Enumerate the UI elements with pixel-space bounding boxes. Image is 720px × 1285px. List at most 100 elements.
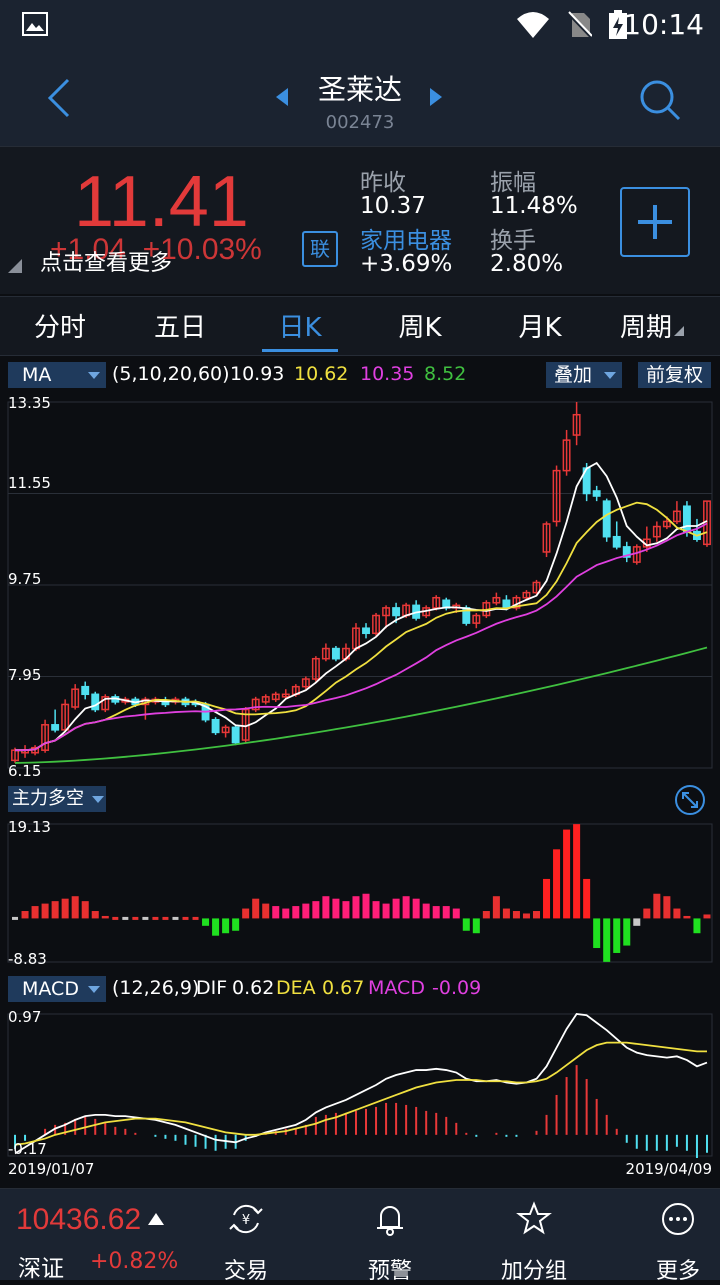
tab-period[interactable]: 周期 — [592, 307, 712, 344]
capital-bar — [543, 878, 551, 919]
candle-body — [362, 627, 370, 635]
capital-bar — [162, 916, 169, 920]
capital-bar — [242, 908, 250, 919]
capital-bar — [282, 908, 290, 919]
quote-panel[interactable]: 11.41 +1.04 +10.03% 点击查看更多 联 昨收 10.37 家用… — [0, 146, 720, 294]
ma10-value: 10.62 — [294, 363, 349, 385]
prev-close-label: 昨收 — [360, 170, 406, 196]
candle-body — [281, 693, 290, 698]
ma10-line — [15, 501, 708, 752]
candle-body — [231, 726, 240, 744]
capital-bar — [71, 896, 79, 919]
more-icon — [662, 1203, 694, 1235]
prev-stock-arrow[interactable] — [276, 88, 288, 106]
macd-select[interactable]: MACD — [8, 976, 106, 1002]
capital-bar — [623, 918, 631, 946]
capital-bar — [322, 896, 330, 919]
nav-add-group[interactable]: 加分组 — [484, 1201, 584, 1285]
last-price: 11.41 — [74, 162, 249, 242]
nav-trade[interactable]: ¥ 交易 — [196, 1201, 296, 1285]
plus-icon — [638, 205, 672, 239]
tab-monthly-k[interactable]: 月K — [518, 313, 562, 343]
capital-bar — [21, 911, 29, 919]
capital-flow-chart — [7, 823, 713, 963]
expand-icon[interactable] — [674, 784, 706, 816]
ma20-line — [15, 522, 708, 752]
capital-bar — [593, 918, 601, 949]
capital-bar — [292, 906, 300, 919]
capital-bar — [262, 903, 270, 919]
capital-bar — [132, 916, 139, 920]
adjust-button[interactable]: 前复权 — [638, 362, 712, 388]
capital-y-bottom: -8.83 — [8, 950, 47, 968]
capital-bar — [51, 901, 59, 919]
index-value[interactable]: 10436.62 — [16, 1203, 142, 1236]
ma60-line — [15, 646, 708, 764]
candle-body — [41, 724, 50, 751]
nav-more[interactable]: 更多 — [628, 1201, 720, 1285]
bell-icon — [377, 1206, 403, 1236]
tab-weekly-k[interactable]: 周K — [398, 313, 442, 343]
candle-body — [432, 596, 441, 609]
tab-daily-k[interactable]: 日K — [278, 313, 322, 343]
capital-bar — [112, 916, 119, 920]
clock: 10:14 — [623, 8, 704, 41]
tab-intraday[interactable]: 分时 — [33, 313, 86, 343]
candle-body — [91, 693, 100, 711]
candle-body — [492, 596, 501, 604]
capital-bar — [302, 903, 310, 919]
candle-body — [522, 591, 531, 599]
dea-value: 0.67 — [322, 977, 365, 999]
candlestick-chart[interactable] — [0, 392, 720, 778]
tab-five-day[interactable]: 五日 — [153, 313, 206, 343]
capital-y-top: 19.13 — [8, 818, 51, 836]
dropdown-icon — [88, 372, 100, 379]
capital-bar — [12, 916, 19, 920]
wifi-icon — [517, 12, 549, 38]
capital-bar — [512, 911, 520, 919]
search-icon[interactable] — [638, 78, 682, 122]
capital-bar — [272, 906, 280, 919]
capital-bar — [41, 903, 49, 919]
sector-label[interactable]: 家用电器 — [360, 228, 452, 254]
candle-body — [71, 688, 80, 708]
date-start: 2019/01/07 — [8, 1160, 95, 1178]
capital-select[interactable]: 主力多空 — [8, 786, 106, 812]
stock-code: 002473 — [325, 112, 395, 133]
nav-alert[interactable]: 预警 — [340, 1201, 440, 1285]
capital-bar — [643, 908, 651, 919]
capital-bar — [252, 898, 260, 919]
capital-bar — [452, 908, 460, 919]
lian-button[interactable]: 联 — [302, 231, 338, 267]
star-icon — [516, 1201, 552, 1235]
overlay-button[interactable]: 叠加 — [546, 362, 622, 388]
ma5-value: 10.93 — [230, 363, 285, 385]
k-y-tick: 7.95 — [8, 666, 42, 684]
navbar: 圣莱达 002473 — [0, 50, 720, 146]
capital-bar — [212, 918, 220, 936]
capital-bar — [502, 908, 510, 919]
capital-bar — [152, 916, 159, 920]
dropdown-icon — [604, 372, 616, 379]
expand-triangle-icon — [8, 259, 22, 273]
candle-body — [592, 490, 601, 497]
view-more-hint[interactable]: 点击查看更多 — [40, 251, 173, 276]
capital-bar — [81, 901, 89, 919]
period-tabs: 分时 五日 日K 周K 月K 周期 — [0, 296, 720, 356]
back-icon[interactable] — [40, 76, 80, 120]
candle-body — [321, 647, 330, 660]
candle-body — [472, 614, 481, 624]
capital-bar — [693, 918, 701, 934]
candle-body — [51, 724, 60, 731]
battery-charging-icon — [609, 10, 627, 39]
ma-select[interactable]: MA — [8, 362, 106, 388]
candle-body — [331, 647, 340, 660]
bottom-bar: 10436.62 深证 +0.82% ¥ 交易 预警 加分组 更多 — [0, 1188, 720, 1284]
candle-body — [211, 718, 220, 734]
capital-bar — [492, 896, 500, 919]
ma-params: (5,10,20,60) — [112, 363, 230, 385]
next-stock-arrow[interactable] — [430, 88, 442, 106]
index-change: +0.82% — [90, 1249, 179, 1274]
add-watchlist-button[interactable] — [620, 187, 690, 257]
amplitude-label: 振幅 — [490, 170, 536, 196]
